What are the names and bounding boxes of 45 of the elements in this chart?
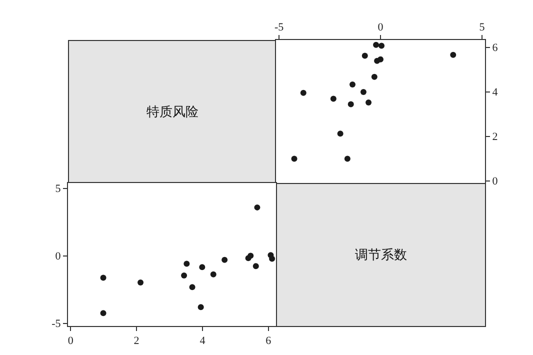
point <box>199 264 206 270</box>
point <box>198 304 204 310</box>
point <box>360 89 366 96</box>
x-tick-label: -5 <box>274 22 284 34</box>
x-tick-label: 5 <box>479 22 486 34</box>
point <box>189 284 196 290</box>
x-tick-label: 0 <box>378 22 384 34</box>
point <box>337 130 344 137</box>
text: 特质风险 <box>68 40 277 184</box>
point <box>252 263 259 270</box>
point <box>373 42 380 48</box>
point <box>210 271 216 278</box>
point <box>330 96 336 102</box>
text: 调节系数 <box>276 183 486 327</box>
point <box>450 52 456 58</box>
x-tick-label: 6 <box>266 335 272 348</box>
x-tick-label: 2 <box>134 335 140 348</box>
point <box>254 204 260 210</box>
point <box>378 42 385 49</box>
y-tick-label: 0 <box>55 250 62 263</box>
point <box>366 99 372 106</box>
point <box>222 256 228 263</box>
point <box>300 90 306 96</box>
point <box>350 81 356 88</box>
point <box>291 156 298 162</box>
point <box>348 101 354 108</box>
point <box>362 52 368 59</box>
point <box>248 252 254 259</box>
y-tick-label: 6 <box>492 42 498 54</box>
point <box>371 74 378 80</box>
y-tick-label: 0 <box>492 176 498 188</box>
point <box>378 56 384 62</box>
point <box>100 310 106 316</box>
y-tick-label: 5 <box>55 183 62 196</box>
point <box>138 280 144 286</box>
point <box>184 260 190 267</box>
x-tick-label: 4 <box>200 335 206 348</box>
point <box>269 256 276 262</box>
y-tick-label: 4 <box>492 86 498 99</box>
y-tick-label: 2 <box>492 131 498 144</box>
x-tick-label: 0 <box>68 335 74 348</box>
y-tick-label: -5 <box>52 318 62 330</box>
point <box>100 274 106 281</box>
point <box>181 272 188 278</box>
point <box>344 156 350 162</box>
